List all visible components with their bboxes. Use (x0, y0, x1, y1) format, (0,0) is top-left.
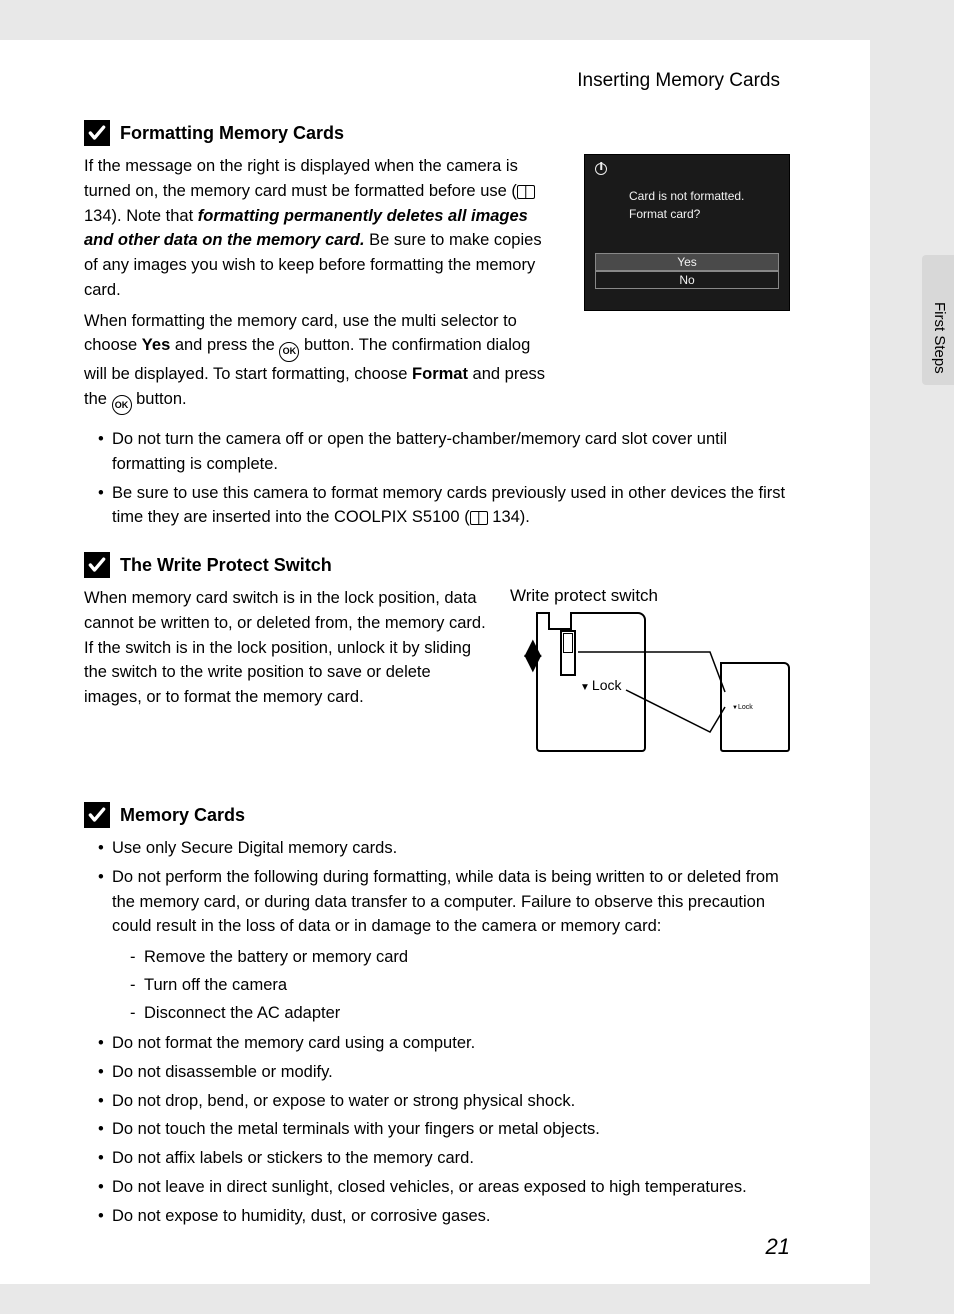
page-number: 21 (766, 1234, 790, 1260)
section1-heading: Formatting Memory Cards (84, 120, 790, 146)
list-item: Do not touch the metal terminals with yo… (98, 1117, 790, 1142)
check-icon (84, 802, 110, 828)
sub-list-item: Remove the battery or memory card (130, 943, 790, 971)
heading-text: The Write Protect Switch (120, 555, 332, 576)
side-section-label: First Steps (931, 302, 948, 374)
heading-text: Memory Cards (120, 805, 245, 826)
sec2-para: When memory card switch is in the lock p… (84, 586, 490, 710)
lcd-line1: Card is not formatted. (629, 187, 783, 205)
text: and press the (170, 336, 279, 354)
camera-lcd-mock: Card is not formatted. Format card? Yes … (584, 154, 790, 311)
list-item: Do not drop, bend, or expose to water or… (98, 1089, 790, 1114)
lcd-line2: Format card? (629, 205, 783, 223)
text: button. (132, 390, 187, 408)
lcd-option-yes: Yes (595, 253, 779, 271)
manual-ref-icon (517, 185, 535, 199)
list-item: Do not expose to humidity, dust, or corr… (98, 1204, 790, 1229)
list-item: Be sure to use this camera to format mem… (98, 481, 790, 531)
list-item: Do not format the memory card using a co… (98, 1031, 790, 1056)
list-item: Use only Secure Digital memory cards. (98, 836, 790, 861)
lcd-option-no: No (595, 271, 779, 289)
list-item: Do not affix labels or stickers to the m… (98, 1146, 790, 1171)
text: Be sure to use this camera to format mem… (112, 484, 785, 527)
text-bold: Yes (142, 336, 170, 354)
section2-heading: The Write Protect Switch (84, 552, 790, 578)
text: 134). (488, 508, 530, 526)
text: Do not perform the following during form… (112, 868, 779, 936)
text-bold: Format (412, 365, 468, 383)
sec1-para2: When formatting the memory card, use the… (84, 309, 554, 416)
text: If the message on the right is displayed… (84, 157, 518, 200)
sub-list-item: Turn off the camera (130, 971, 790, 999)
section3-heading: Memory Cards (84, 802, 790, 828)
list-item: Do not disassemble or modify. (98, 1060, 790, 1085)
ok-button-icon: OK (112, 395, 132, 415)
power-icon (595, 163, 607, 175)
sub-list-item: Disconnect the AC adapter (130, 999, 790, 1027)
check-icon (84, 120, 110, 146)
list-item: Do not turn the camera off or open the b… (98, 427, 790, 477)
page-header: Inserting Memory Cards (84, 70, 790, 92)
list-item: Do not leave in direct sunlight, closed … (98, 1175, 790, 1200)
page-body: Inserting Memory Cards Formatting Memory… (0, 40, 870, 1284)
write-protect-figure: Write protect switch ▲▼ Lock Lock (510, 586, 790, 762)
text: 134). Note that (84, 207, 198, 225)
list-item: Do not perform the following during form… (98, 865, 790, 1027)
check-icon (84, 552, 110, 578)
ok-button-icon: OK (279, 342, 299, 362)
figure-caption: Write protect switch (510, 586, 790, 606)
sec1-para1: If the message on the right is displayed… (84, 154, 554, 303)
manual-ref-icon (470, 511, 488, 525)
heading-text: Formatting Memory Cards (120, 123, 344, 144)
